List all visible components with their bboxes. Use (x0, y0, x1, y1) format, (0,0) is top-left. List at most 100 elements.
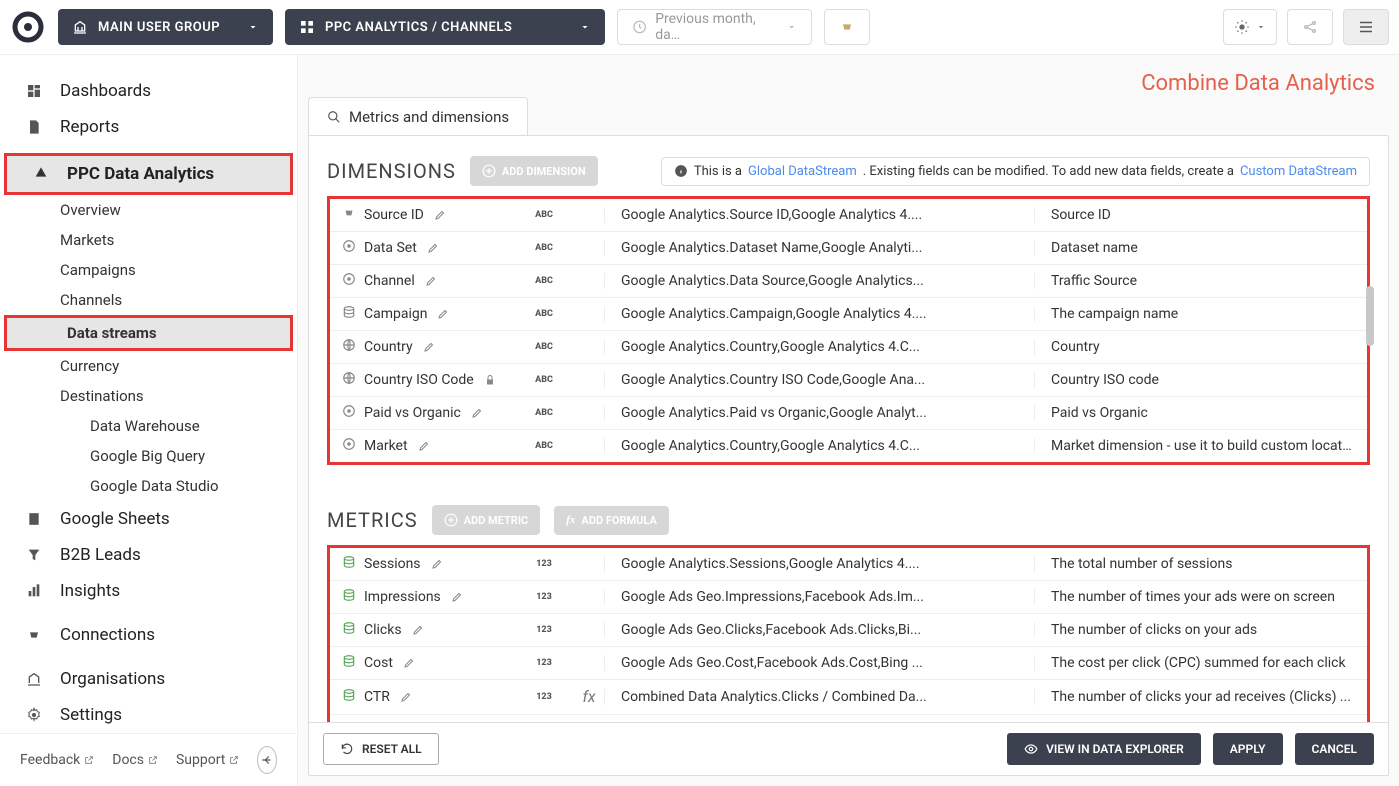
share-button[interactable] (1287, 9, 1333, 45)
sidebar-item-data-warehouse[interactable]: Data Warehouse (0, 411, 297, 441)
menu-button[interactable] (1343, 9, 1389, 45)
table-row[interactable]: Source ID ABC Google Analytics.Source ID… (330, 199, 1367, 232)
table-row[interactable]: Data Set ABC Google Analytics.Dataset Na… (330, 232, 1367, 265)
sidebar-item-channels[interactable]: Channels (0, 285, 297, 315)
table-row[interactable]: Country ISO Code ABC Google Analytics.Co… (330, 364, 1367, 397)
add-metric-button[interactable]: ADD METRIC (432, 505, 541, 535)
app-logo[interactable] (10, 9, 46, 45)
edit-icon[interactable] (418, 440, 430, 452)
field-name: Paid vs Organic (364, 405, 461, 421)
table-row[interactable]: Paid vs Organic ABC Google Analytics.Pai… (330, 397, 1367, 430)
sidebar-item-settings[interactable]: Settings (0, 697, 297, 733)
reset-all-button[interactable]: RESET ALL (323, 733, 439, 765)
sidebar-item-destinations[interactable]: Destinations (0, 381, 297, 411)
feedback-link[interactable]: Feedback (20, 752, 94, 768)
sidebar-item-b2b-leads[interactable]: B2B Leads (0, 537, 297, 573)
edit-icon[interactable] (431, 558, 443, 570)
row-type-icon (342, 437, 364, 455)
bank-icon (72, 19, 88, 35)
topbar: MAIN USER GROUP PPC ANALYTICS / CHANNELS… (0, 0, 1399, 55)
global-datastream-link[interactable]: Global DataStream (748, 164, 857, 179)
edit-icon[interactable] (451, 591, 463, 603)
scrollbar[interactable] (1366, 286, 1374, 346)
refresh-icon (340, 742, 354, 756)
sidebar-item-campaigns[interactable]: Campaigns (0, 255, 297, 285)
sidebar: Dashboards Reports PPC Data Analytics Ov… (0, 55, 298, 786)
field-type: ABC (514, 375, 574, 385)
row-type-icon (342, 555, 364, 573)
analytics-icon (31, 166, 51, 182)
user-group-selector[interactable]: MAIN USER GROUP (58, 9, 273, 45)
filter-icon (24, 547, 44, 563)
sidebar-item-big-query[interactable]: Google Big Query (0, 441, 297, 471)
docs-link[interactable]: Docs (112, 752, 158, 768)
edit-icon[interactable] (400, 691, 412, 703)
table-row[interactable]: Clicks 123 Google Ads Geo.Clicks,Faceboo… (330, 614, 1367, 647)
edit-icon[interactable] (403, 657, 415, 669)
edit-icon[interactable] (423, 341, 435, 353)
clock-icon (632, 19, 647, 35)
field-source: Google Analytics.Country,Google Analytic… (604, 438, 1035, 454)
tab-metrics-dimensions[interactable]: Metrics and dimensions (308, 97, 528, 136)
field-name: Data Set (364, 240, 417, 256)
table-row[interactable]: Market ABC Google Analytics.Country,Goog… (330, 430, 1367, 462)
sidebar-item-markets[interactable]: Markets (0, 225, 297, 255)
edit-icon[interactable] (427, 242, 439, 254)
main-content: Combine Data Analytics Metrics and dimen… (298, 55, 1399, 786)
table-row[interactable]: CTR 123 fx Combined Data Analytics.Click… (330, 680, 1367, 715)
field-description: Paid vs Organic (1035, 405, 1355, 421)
view-data-explorer-button[interactable]: VIEW IN DATA EXPLORER (1007, 733, 1201, 765)
sidebar-item-organisations[interactable]: Organisations (0, 661, 297, 697)
apply-button[interactable]: APPLY (1213, 733, 1283, 765)
connection-button[interactable] (824, 9, 870, 45)
table-row[interactable]: Country ABC Google Analytics.Country,Goo… (330, 331, 1367, 364)
theme-toggle[interactable] (1223, 9, 1277, 45)
edit-icon[interactable] (425, 275, 437, 287)
custom-datastream-link[interactable]: Custom DataStream (1240, 164, 1357, 179)
sidebar-item-google-sheets[interactable]: Google Sheets (0, 501, 297, 537)
table-row[interactable]: Cost 123 Google Ads Geo.Cost,Facebook Ad… (330, 647, 1367, 680)
sidebar-item-connections[interactable]: Connections (0, 617, 297, 653)
external-icon (84, 755, 94, 765)
table-row[interactable]: Channel ABC Google Analytics.Data Source… (330, 265, 1367, 298)
sidebar-item-data-streams[interactable]: Data streams (4, 315, 293, 351)
table-row[interactable]: Campaign ABC Google Analytics.Campaign,G… (330, 298, 1367, 331)
button-label: CANCEL (1312, 742, 1357, 756)
row-type-icon (342, 338, 364, 356)
sidebar-item-data-studio[interactable]: Google Data Studio (0, 471, 297, 501)
plug-icon (839, 19, 855, 35)
add-dimension-button[interactable]: ADD DIMENSION (470, 156, 598, 186)
workspace-label: PPC ANALYTICS / CHANNELS (325, 20, 512, 35)
sidebar-item-label: Destinations (60, 387, 144, 405)
cancel-button[interactable]: CANCEL (1295, 733, 1374, 765)
field-description: Market dimension - use it to build custo… (1035, 438, 1355, 454)
search-icon (327, 110, 341, 124)
field-name: Clicks (364, 622, 402, 638)
field-description: The number of clicks on your ads (1035, 622, 1355, 638)
sidebar-item-ppc-analytics[interactable]: PPC Data Analytics (4, 153, 293, 195)
bank-icon (24, 671, 44, 687)
edit-icon[interactable] (471, 407, 483, 419)
edit-icon[interactable] (412, 624, 424, 636)
table-row[interactable]: Sessions 123 Google Analytics.Sessions,G… (330, 548, 1367, 581)
edit-icon[interactable] (434, 209, 446, 221)
add-formula-button[interactable]: fx ADD FORMULA (554, 506, 669, 535)
date-range-selector[interactable]: Previous month, da… (617, 9, 812, 45)
sidebar-item-label: Settings (60, 705, 122, 725)
edit-icon[interactable] (437, 308, 449, 320)
sidebar-item-insights[interactable]: Insights (0, 573, 297, 609)
row-type-icon (342, 404, 364, 422)
workspace-selector[interactable]: PPC ANALYTICS / CHANNELS (285, 9, 605, 45)
field-type: ABC (514, 276, 574, 286)
row-type-icon (342, 654, 364, 672)
sidebar-item-overview[interactable]: Overview (0, 195, 297, 225)
table-row[interactable]: Impressions 123 Google Ads Geo.Impressio… (330, 581, 1367, 614)
support-link[interactable]: Support (176, 752, 239, 768)
sidebar-item-dashboards[interactable]: Dashboards (0, 73, 297, 109)
sidebar-collapse-button[interactable] (257, 746, 277, 774)
sidebar-item-currency[interactable]: Currency (0, 351, 297, 381)
field-source: Google Analytics.Source ID,Google Analyt… (604, 207, 1035, 223)
user-group-label: MAIN USER GROUP (98, 20, 220, 35)
sidebar-item-label: Insights (60, 581, 120, 601)
sidebar-item-reports[interactable]: Reports (0, 109, 297, 145)
